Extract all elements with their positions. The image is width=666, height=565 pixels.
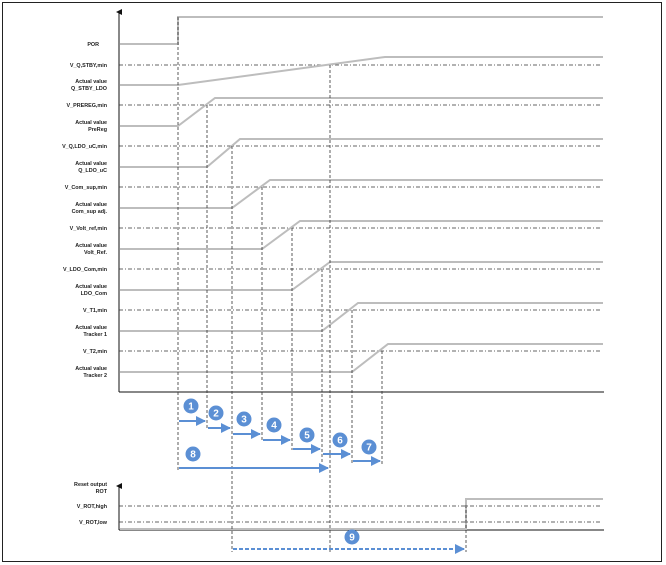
label-volt-ref-2: Volt_Ref. [84,250,107,256]
step-marker-8-label: 8 [190,450,196,461]
label-v-volt-ref: V_Volt_ref,min [70,226,107,232]
step-marker-2-label: 2 [213,409,219,420]
label-por: POR [87,42,99,48]
label-tracker1-2: Tracker 1 [83,332,107,338]
label-reset-output-2: ROT [96,489,108,495]
ldo-com-trace [120,261,603,291]
por-trace [120,16,603,45]
label-tracker1-1: Actual value [75,325,107,331]
label-tracker2-2: Tracker 2 [83,373,107,379]
step-marker-4: 4 [266,417,282,433]
label-ldo-com-2: LDO_Com [81,291,108,297]
label-prereg-2: PreReg [88,127,107,133]
label-tracker2-1: Actual value [75,366,107,372]
signal-labels: POR V_Q,STBY,min Actual value Q_STBY_LDO… [62,42,108,526]
label-v-rot-low: V_ROT,low [79,520,108,526]
step-marker-3: 3 [236,411,252,427]
threshold-lines [119,64,600,523]
step-marker-6: 6 [332,432,348,448]
q-stby-ldo-trace [120,56,603,86]
q-ldo-uc-trace [120,138,603,168]
step-marker-9-label: 9 [349,533,355,544]
tracker2-trace [120,343,603,373]
signal-traces [120,16,603,530]
timing-lines [177,17,467,552]
step-marker-5-label: 5 [304,431,310,442]
step-marker-1-label: 1 [188,402,194,413]
label-v-com-sup: V_Com_sup,min [65,185,107,191]
label-volt-ref-1: Actual value [75,243,107,249]
step-marker-9: 9 [344,529,360,545]
label-v-track1: V_T1,min [83,308,107,314]
label-v-stby-min: V_Q,STBY,min [70,63,107,69]
volt-ref-trace [120,220,603,250]
tracker1-trace [120,302,603,332]
label-q-stby-ldo-1: Actual value [75,79,107,85]
step-marker-6-label: 6 [337,436,343,447]
label-prereg-1: Actual value [75,120,107,126]
step-marker-4-label: 4 [271,421,277,432]
step-marker-1: 1 [183,398,199,414]
label-q-stby-ldo-2: Q_STBY_LDO [71,86,107,92]
prereg-trace [120,97,603,127]
label-com-sup-2: Com_sup adj. [72,209,108,215]
label-reset-output-1: Reset output [74,482,107,488]
step-marker-5: 5 [299,427,315,443]
step-marker-3-label: 3 [241,415,247,426]
step-marker-7: 7 [361,439,377,455]
label-v-q-ldo-uc: V_Q,LDO_uC,min [62,144,107,150]
step-marker-7-label: 7 [366,443,372,454]
label-v-ldo-com: V_LDO_Com,min [63,267,107,273]
timing-arrows [179,416,465,554]
com-sup-trace [120,179,603,209]
step-marker-2: 2 [208,405,224,421]
label-ldo-com-1: Actual value [75,284,107,290]
label-com-sup-1: Actual value [75,202,107,208]
label-q-ldo-uc-2: Q_LDO_uC [78,168,107,174]
rot-trace [120,498,603,530]
label-v-track2: V_T2,min [83,349,107,355]
step-marker-8: 8 [185,446,201,462]
label-q-ldo-uc-1: Actual value [75,161,107,167]
label-v-prereg: V_PREREG,min [67,103,107,109]
label-v-rot-high: V_ROT,high [77,504,107,510]
